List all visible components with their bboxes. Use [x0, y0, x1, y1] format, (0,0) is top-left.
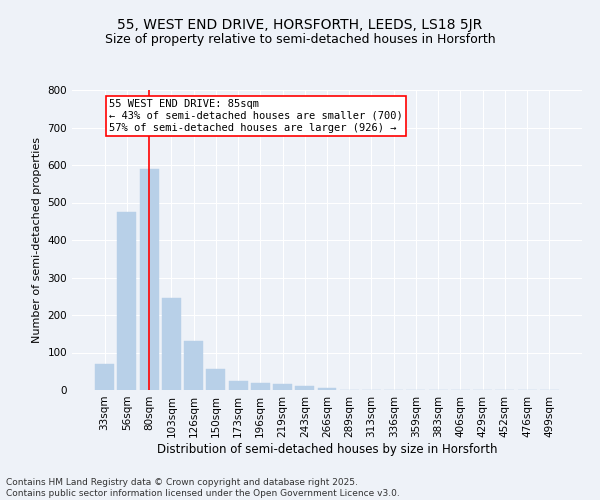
Bar: [140, 169, 158, 390]
Bar: [317, 388, 337, 390]
X-axis label: Distribution of semi-detached houses by size in Horsforth: Distribution of semi-detached houses by …: [157, 442, 497, 456]
Bar: [118, 212, 136, 390]
Text: Size of property relative to semi-detached houses in Horsforth: Size of property relative to semi-detach…: [104, 32, 496, 46]
Bar: [229, 380, 248, 390]
Bar: [184, 341, 203, 390]
Bar: [162, 298, 181, 390]
Text: 55, WEST END DRIVE, HORSFORTH, LEEDS, LS18 5JR: 55, WEST END DRIVE, HORSFORTH, LEEDS, LS…: [118, 18, 482, 32]
Y-axis label: Number of semi-detached properties: Number of semi-detached properties: [32, 137, 42, 343]
Bar: [95, 364, 114, 390]
Text: 55 WEST END DRIVE: 85sqm
← 43% of semi-detached houses are smaller (700)
57% of : 55 WEST END DRIVE: 85sqm ← 43% of semi-d…: [109, 100, 403, 132]
Bar: [295, 386, 314, 390]
Bar: [273, 384, 292, 390]
Text: Contains HM Land Registry data © Crown copyright and database right 2025.
Contai: Contains HM Land Registry data © Crown c…: [6, 478, 400, 498]
Bar: [206, 370, 225, 390]
Bar: [251, 382, 270, 390]
